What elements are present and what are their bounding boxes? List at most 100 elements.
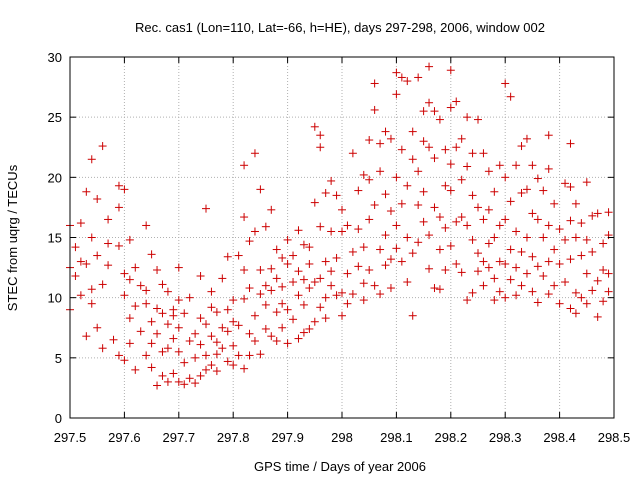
data-point bbox=[392, 90, 401, 99]
data-point bbox=[93, 251, 102, 260]
data-point bbox=[147, 250, 156, 259]
data-point bbox=[577, 251, 586, 260]
data-point bbox=[506, 245, 515, 254]
data-point bbox=[441, 181, 450, 190]
data-point bbox=[501, 173, 510, 182]
data-point bbox=[229, 296, 238, 305]
data-point bbox=[261, 300, 270, 309]
data-point bbox=[528, 209, 537, 218]
data-point bbox=[114, 203, 123, 212]
data-point bbox=[278, 299, 287, 308]
data-point bbox=[294, 226, 303, 235]
data-point bbox=[365, 136, 374, 145]
data-point bbox=[207, 361, 216, 370]
data-point bbox=[419, 107, 428, 116]
data-point bbox=[125, 339, 134, 348]
data-point bbox=[272, 308, 281, 317]
data-point bbox=[566, 139, 575, 148]
data-point bbox=[185, 336, 194, 345]
data-point bbox=[98, 344, 107, 353]
data-point bbox=[196, 272, 205, 281]
data-point bbox=[588, 211, 597, 220]
data-point bbox=[419, 187, 428, 196]
data-point bbox=[490, 233, 499, 242]
data-point bbox=[376, 245, 385, 254]
data-point bbox=[441, 265, 450, 274]
data-point bbox=[566, 255, 575, 264]
data-point bbox=[338, 311, 346, 320]
data-point bbox=[370, 79, 379, 88]
data-point bbox=[294, 267, 303, 276]
data-point bbox=[76, 219, 85, 228]
data-point bbox=[240, 213, 249, 222]
data-point bbox=[332, 253, 341, 262]
data-point bbox=[484, 239, 493, 248]
data-point bbox=[414, 238, 423, 247]
data-point bbox=[474, 249, 482, 258]
data-point bbox=[376, 167, 385, 176]
data-point bbox=[588, 286, 597, 295]
data-point bbox=[446, 66, 455, 75]
data-point bbox=[425, 62, 434, 71]
data-point bbox=[125, 314, 134, 323]
data-point bbox=[348, 247, 357, 256]
data-point bbox=[479, 215, 488, 224]
data-point bbox=[125, 275, 134, 284]
data-point bbox=[528, 287, 537, 296]
data-point bbox=[446, 103, 455, 112]
data-point bbox=[153, 265, 162, 274]
data-point bbox=[544, 131, 553, 140]
data-point bbox=[490, 274, 499, 283]
data-point bbox=[245, 284, 254, 293]
data-point bbox=[430, 284, 439, 293]
data-point bbox=[381, 127, 390, 136]
data-point bbox=[495, 257, 504, 266]
data-point bbox=[506, 275, 515, 284]
data-point bbox=[495, 161, 504, 170]
data-point bbox=[261, 222, 270, 231]
data-point bbox=[310, 122, 319, 131]
data-point bbox=[441, 223, 450, 232]
data-point bbox=[582, 178, 591, 187]
data-point bbox=[223, 252, 232, 261]
data-point bbox=[294, 334, 303, 343]
data-point bbox=[484, 167, 493, 176]
data-point bbox=[588, 247, 597, 256]
data-point bbox=[604, 208, 613, 217]
data-point bbox=[234, 321, 243, 330]
data-point bbox=[180, 358, 189, 367]
data-point bbox=[435, 245, 444, 254]
data-point bbox=[463, 113, 472, 122]
data-point bbox=[327, 227, 336, 236]
data-point bbox=[196, 340, 205, 349]
data-point bbox=[517, 188, 526, 197]
data-point bbox=[174, 263, 183, 272]
data-point bbox=[98, 280, 107, 289]
data-point bbox=[474, 115, 482, 124]
data-point bbox=[125, 235, 134, 244]
data-point bbox=[278, 323, 287, 332]
data-point bbox=[517, 247, 526, 256]
data-point bbox=[441, 145, 450, 154]
data-point bbox=[174, 323, 183, 332]
data-point bbox=[93, 323, 102, 332]
data-point bbox=[185, 293, 194, 302]
data-point bbox=[174, 296, 183, 305]
data-point bbox=[163, 320, 172, 329]
data-point bbox=[474, 203, 482, 212]
data-point bbox=[240, 265, 249, 274]
data-point bbox=[392, 68, 401, 77]
x-tick-label: 297.8 bbox=[217, 430, 250, 445]
data-point bbox=[104, 215, 113, 224]
data-point bbox=[414, 201, 423, 210]
data-point bbox=[359, 279, 368, 288]
data-point bbox=[142, 286, 151, 295]
data-point bbox=[76, 291, 85, 300]
data-point bbox=[120, 269, 129, 278]
data-point bbox=[533, 174, 542, 183]
data-point bbox=[430, 203, 439, 212]
data-point bbox=[457, 134, 466, 143]
data-point bbox=[348, 290, 357, 299]
data-point bbox=[316, 143, 325, 152]
data-point bbox=[321, 188, 330, 197]
